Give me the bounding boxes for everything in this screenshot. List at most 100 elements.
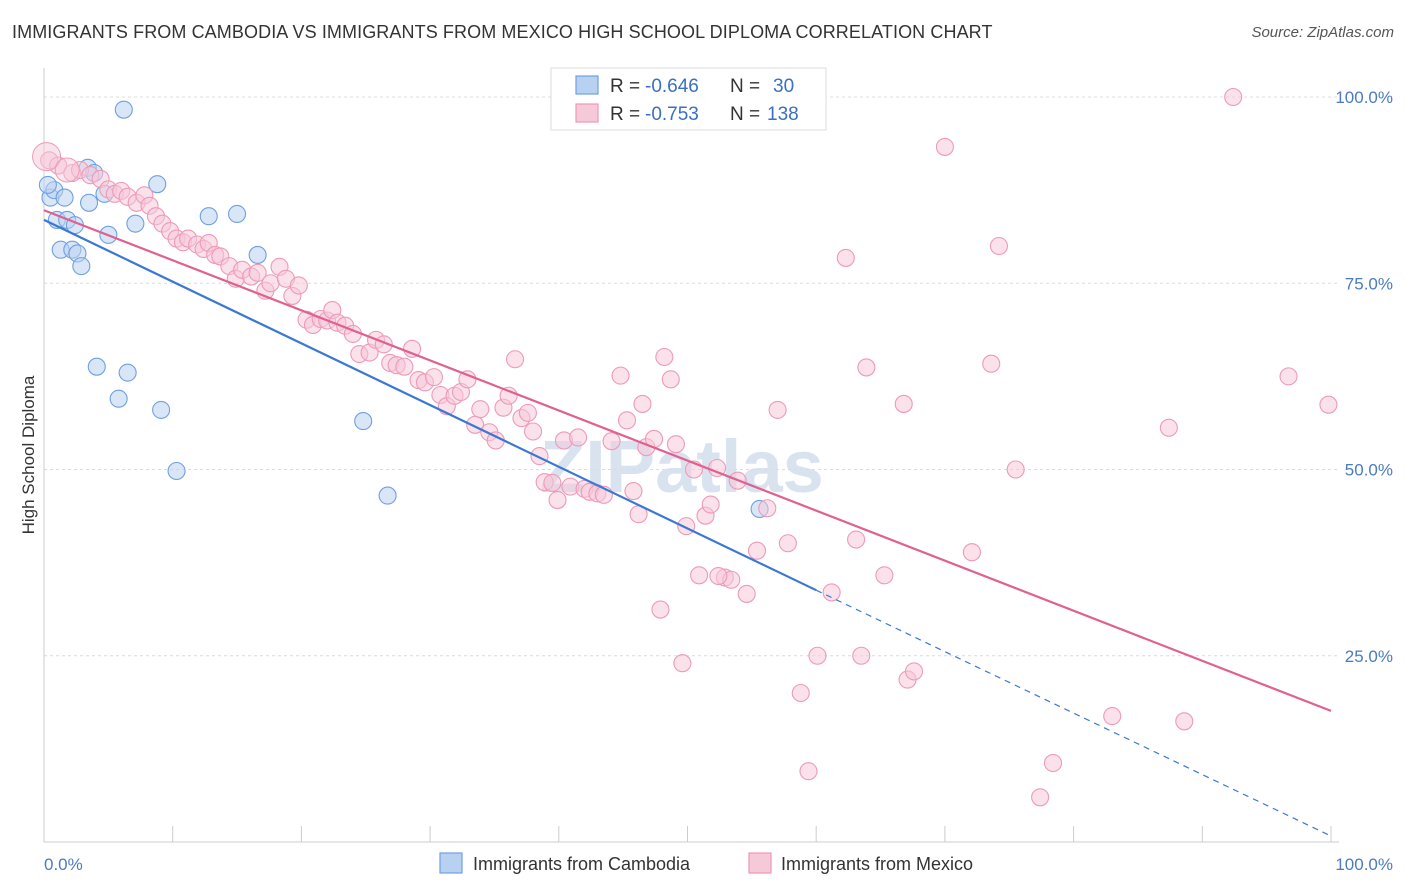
y-tick-label: 100.0% xyxy=(1335,88,1393,107)
mexico-point xyxy=(617,411,637,430)
cambodia-point xyxy=(87,357,106,376)
mexico-point xyxy=(1175,712,1194,731)
mexico-point xyxy=(505,350,525,369)
mexico-point xyxy=(1006,460,1025,479)
mexico-point xyxy=(737,584,756,603)
mexico-point xyxy=(1031,788,1050,807)
mexico-point xyxy=(543,473,562,492)
mexico-point xyxy=(655,347,674,367)
mexico-point xyxy=(661,370,680,389)
y-axis-label: High School Diploma xyxy=(19,375,38,534)
mexico-point xyxy=(548,490,567,510)
mexico-point xyxy=(471,400,490,419)
mexico-point xyxy=(778,534,797,553)
mexico-point xyxy=(747,541,767,560)
mexico-point xyxy=(666,435,685,454)
y-tick-label: 75.0% xyxy=(1345,274,1393,293)
legend-r-value-mexico: -0.753 xyxy=(645,104,699,125)
stats-legend: R = -0.646 N = 30 R = -0.753 N = 138 xyxy=(550,67,827,131)
mexico-point xyxy=(857,358,876,377)
legend-swatch-mexico xyxy=(575,103,599,123)
trend-line-cambodia-extension xyxy=(815,589,1332,837)
mexico-point xyxy=(836,248,855,267)
mexico-point xyxy=(709,566,728,586)
legend-n-value-mexico: 138 xyxy=(767,104,799,125)
mexico-point xyxy=(289,276,308,295)
cambodia-point xyxy=(72,257,91,276)
trend-line-cambodia xyxy=(43,218,817,592)
bottom-legend-swatch-cambodia xyxy=(439,852,463,874)
mexico-point xyxy=(248,263,267,282)
x-tick-labels: 0.0% 100.0% xyxy=(44,855,1393,874)
cambodia-point xyxy=(114,100,133,119)
mexico-point xyxy=(1279,367,1298,386)
legend-r-label-cambodia: R = xyxy=(610,76,640,97)
mexico-point xyxy=(673,654,692,673)
mexico-point xyxy=(791,683,810,703)
cambodia-point xyxy=(152,400,171,419)
y-tick-label: 25.0% xyxy=(1345,647,1393,666)
series-mexico-points xyxy=(32,87,1338,807)
legend-r-label-mexico: R = xyxy=(610,104,640,125)
cambodia-point xyxy=(378,486,397,505)
cambodia-point xyxy=(248,245,267,264)
mexico-point xyxy=(808,646,827,665)
mexico-point xyxy=(611,366,630,385)
mexico-point xyxy=(982,354,1001,373)
cambodia-point xyxy=(199,207,218,226)
mexico-point xyxy=(690,566,709,585)
mexico-point xyxy=(799,762,818,781)
cambodia-point xyxy=(148,175,167,194)
mexico-point xyxy=(935,137,954,156)
mexico-point xyxy=(1043,753,1063,773)
mexico-point xyxy=(758,499,777,518)
cambodia-point xyxy=(354,412,373,431)
mexico-point xyxy=(847,530,866,549)
y-tick-label: 50.0% xyxy=(1345,461,1393,480)
cambodia-point xyxy=(109,389,128,408)
mexico-point xyxy=(524,422,543,441)
mexico-point xyxy=(875,566,894,585)
bottom-legend-label-mexico: Immigrants from Mexico xyxy=(781,854,973,874)
cambodia-point xyxy=(55,188,74,207)
mexico-point xyxy=(403,339,422,358)
mexico-point xyxy=(395,357,414,376)
mexico-point xyxy=(261,274,280,293)
mexico-point xyxy=(1159,418,1178,437)
source-label: Source: ZipAtlas.com xyxy=(1251,24,1394,41)
mexico-point xyxy=(54,157,80,183)
mexico-point xyxy=(1224,87,1243,107)
mexico-point xyxy=(32,142,62,172)
trend-line-mexico xyxy=(43,209,1332,712)
bottom-legend: Immigrants from Cambodia Immigrants from… xyxy=(439,852,973,874)
mexico-point xyxy=(962,543,981,562)
cambodia-point xyxy=(38,175,57,194)
trend-lines xyxy=(43,209,1332,837)
y-tick-labels: 25.0% 50.0% 75.0% 100.0% xyxy=(1335,88,1393,666)
cambodia-point xyxy=(79,193,99,212)
mexico-point xyxy=(624,482,643,501)
mexico-point xyxy=(602,432,621,451)
x-tick-label: 100.0% xyxy=(1335,855,1393,874)
legend-n-label-cambodia: N = xyxy=(730,76,760,97)
cambodia-point xyxy=(167,461,186,481)
mexico-point xyxy=(518,403,537,422)
chart-title: IMMIGRANTS FROM CAMBODIA VS IMMIGRANTS F… xyxy=(12,22,993,42)
mexico-point xyxy=(530,447,549,466)
mexico-point xyxy=(822,583,841,602)
cambodia-point xyxy=(228,204,247,224)
mexico-point xyxy=(633,394,652,413)
bottom-legend-swatch-mexico xyxy=(748,852,772,874)
bottom-legend-label-cambodia: Immigrants from Cambodia xyxy=(473,854,691,874)
mexico-point xyxy=(1319,395,1338,414)
legend-swatch-cambodia xyxy=(575,75,599,95)
mexico-point xyxy=(651,600,670,619)
legend-n-value-cambodia: 30 xyxy=(773,76,794,97)
mexico-point xyxy=(904,662,924,681)
mexico-point xyxy=(768,400,787,419)
mexico-point xyxy=(569,428,588,447)
cambodia-point xyxy=(118,363,137,382)
mexico-point xyxy=(852,646,871,665)
mexico-point xyxy=(989,236,1009,256)
